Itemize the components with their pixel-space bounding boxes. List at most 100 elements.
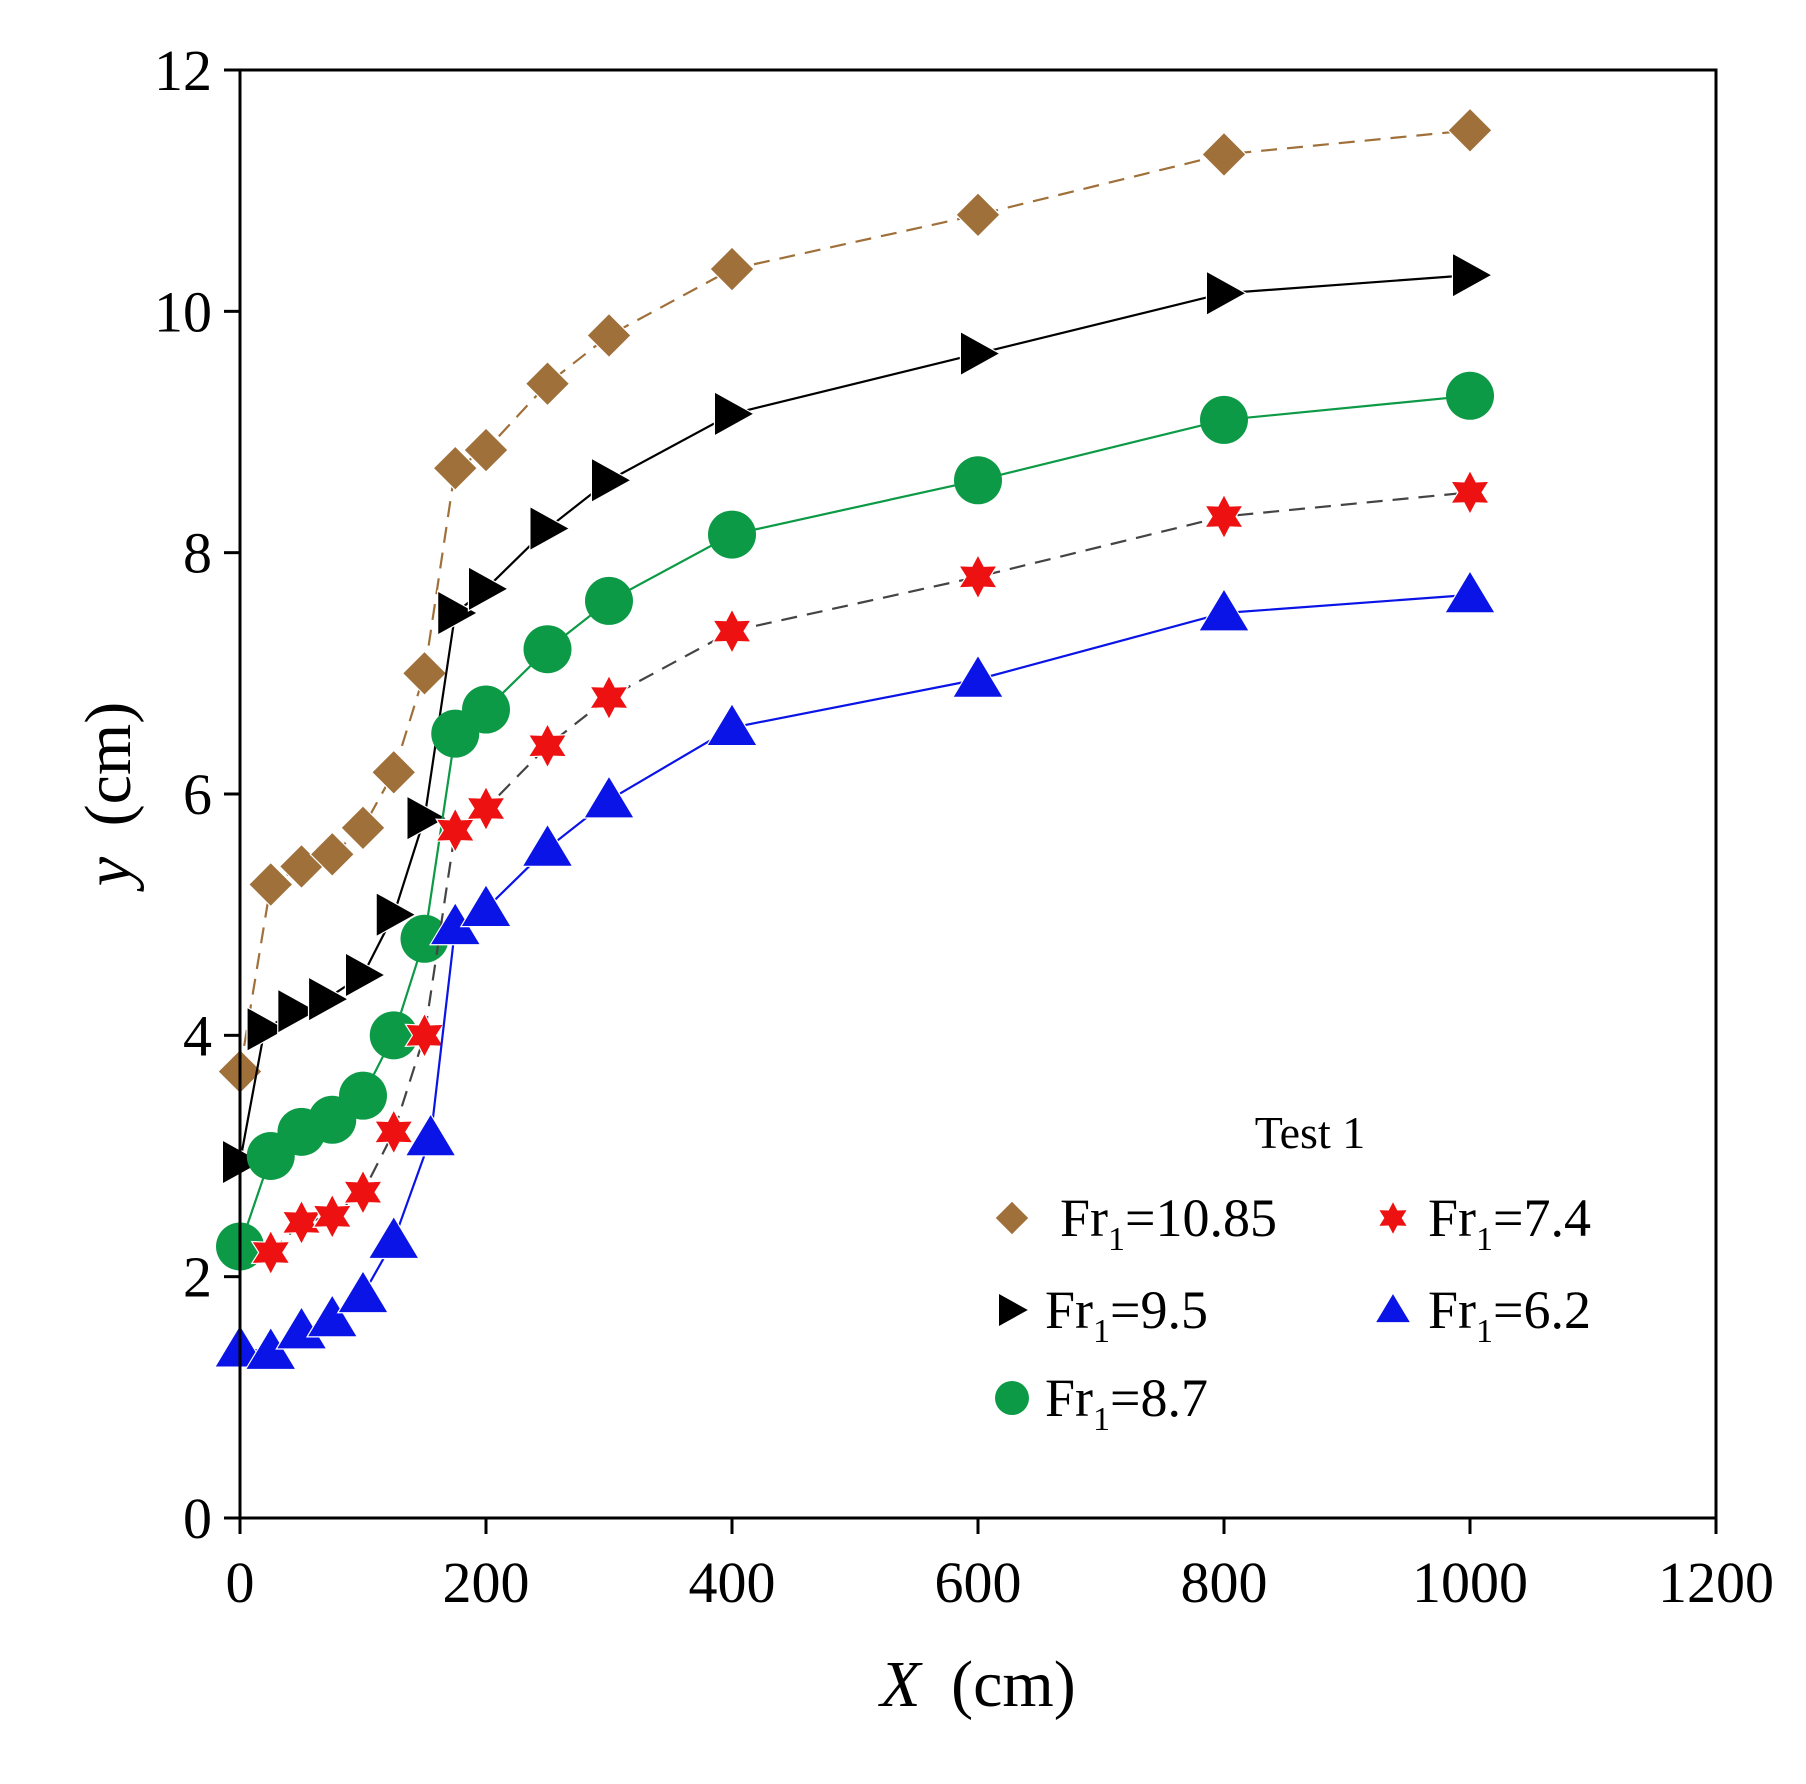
data-point bbox=[529, 505, 571, 552]
data-point bbox=[342, 1168, 384, 1216]
x-axis-title: X (cm) bbox=[877, 1648, 1075, 1721]
data-point bbox=[246, 1006, 288, 1053]
x-tick-label: 600 bbox=[935, 1550, 1022, 1615]
y-axis-title: y (cm) bbox=[72, 702, 145, 892]
series-1 bbox=[221, 252, 1494, 1186]
data-point bbox=[367, 1215, 421, 1260]
data-point bbox=[401, 650, 448, 697]
data-point bbox=[590, 457, 633, 504]
y-tick-label: 8 bbox=[183, 521, 212, 586]
y-tick-label: 2 bbox=[183, 1245, 212, 1310]
legend-marker bbox=[994, 1200, 1030, 1236]
data-point bbox=[250, 1229, 291, 1276]
data-point bbox=[524, 360, 571, 407]
x-axis-symbol: X bbox=[877, 1648, 923, 1721]
legend-label-subscript: 1 bbox=[1093, 1401, 1110, 1438]
data-point bbox=[463, 427, 509, 473]
data-point bbox=[369, 1011, 418, 1060]
x-tick-label: 200 bbox=[443, 1550, 530, 1615]
data-point bbox=[336, 1269, 390, 1314]
data-point bbox=[1197, 587, 1251, 632]
legend-item: Fr1=6.2 bbox=[1374, 1280, 1591, 1350]
data-point bbox=[340, 804, 386, 851]
data-point bbox=[247, 861, 294, 908]
legend-label-subscript: 1 bbox=[1108, 1221, 1125, 1258]
data-point bbox=[465, 785, 507, 832]
series-2 bbox=[216, 371, 1494, 1271]
data-point bbox=[406, 795, 448, 842]
data-point bbox=[309, 831, 356, 878]
legend-label-prefix: Fr bbox=[1428, 1280, 1476, 1340]
data-point bbox=[404, 1112, 457, 1157]
legend-label: Fr1=7.4 bbox=[1428, 1188, 1591, 1258]
legend-marker bbox=[995, 1381, 1029, 1415]
legend-label-subscript: 1 bbox=[1476, 1313, 1493, 1350]
data-point bbox=[307, 976, 350, 1023]
series-0 bbox=[217, 107, 1493, 1095]
data-point bbox=[467, 565, 510, 612]
data-point bbox=[713, 390, 756, 437]
series-layer bbox=[213, 107, 1497, 1371]
data-point bbox=[527, 722, 568, 770]
legend-label: Fr1=10.85 bbox=[1060, 1188, 1277, 1258]
y-axis-unit: (cm) bbox=[72, 702, 145, 827]
legend-label-prefix: Fr bbox=[1428, 1188, 1476, 1248]
legend-label: Fr1=8.7 bbox=[1045, 1368, 1208, 1438]
legend-label-value: =6.2 bbox=[1493, 1280, 1591, 1340]
legend-label-value: =7.4 bbox=[1493, 1188, 1591, 1248]
data-point bbox=[951, 654, 1005, 698]
legend-item: Fr1=8.7 bbox=[995, 1368, 1208, 1438]
data-point bbox=[1200, 395, 1248, 444]
data-point bbox=[370, 749, 417, 796]
data-point bbox=[705, 702, 759, 747]
legend-label-prefix: Fr bbox=[1045, 1368, 1093, 1428]
data-point bbox=[588, 674, 630, 721]
data-point bbox=[339, 1071, 387, 1120]
data-point bbox=[1201, 131, 1247, 178]
series-4 bbox=[213, 569, 1497, 1371]
x-tick-label: 400 bbox=[689, 1550, 776, 1615]
series-3 bbox=[250, 469, 1491, 1276]
data-point bbox=[344, 951, 387, 999]
data-point bbox=[305, 1293, 359, 1338]
data-point bbox=[582, 774, 636, 819]
legend: Test 1 Fr1=10.85Fr1=9.5Fr1=8.7Fr1=7.4Fr1… bbox=[994, 1107, 1591, 1438]
y-axis-symbol: y bbox=[72, 856, 145, 892]
data-point bbox=[375, 891, 417, 938]
y-tick-label: 0 bbox=[183, 1486, 212, 1551]
legend-item: Fr1=9.5 bbox=[997, 1280, 1208, 1350]
data-point bbox=[711, 607, 753, 655]
legend-label-prefix: Fr bbox=[1060, 1188, 1108, 1248]
data-point bbox=[1443, 569, 1497, 614]
x-tick-label: 1200 bbox=[1658, 1550, 1774, 1615]
data-point bbox=[1203, 493, 1245, 540]
data-point bbox=[1449, 469, 1491, 516]
data-point bbox=[959, 330, 1002, 377]
legend-label: Fr1=9.5 bbox=[1045, 1280, 1208, 1350]
y-tick-label: 4 bbox=[183, 1003, 212, 1068]
data-point bbox=[1446, 371, 1494, 420]
data-point bbox=[521, 823, 574, 867]
legend-marker bbox=[1377, 1199, 1409, 1237]
legend-label-value: =9.5 bbox=[1110, 1280, 1208, 1340]
data-point bbox=[954, 456, 1002, 505]
data-point bbox=[1451, 252, 1494, 299]
y-tick-label: 12 bbox=[154, 38, 212, 103]
data-point bbox=[221, 1139, 264, 1186]
data-point bbox=[1447, 107, 1493, 154]
data-point bbox=[957, 553, 999, 601]
data-point bbox=[459, 883, 513, 928]
data-point bbox=[523, 625, 572, 674]
x-tick-label: 1000 bbox=[1412, 1550, 1528, 1615]
legend-label-value: =8.7 bbox=[1110, 1368, 1208, 1428]
legend-item: Fr1=7.4 bbox=[1377, 1188, 1591, 1258]
legend-item: Fr1=10.85 bbox=[994, 1188, 1277, 1258]
data-point bbox=[432, 445, 479, 492]
legend-marker bbox=[997, 1291, 1031, 1329]
legend-title: Test 1 bbox=[1255, 1107, 1366, 1158]
data-point bbox=[709, 246, 755, 292]
data-point bbox=[373, 1108, 414, 1156]
data-point bbox=[437, 589, 479, 637]
data-point bbox=[277, 988, 319, 1035]
